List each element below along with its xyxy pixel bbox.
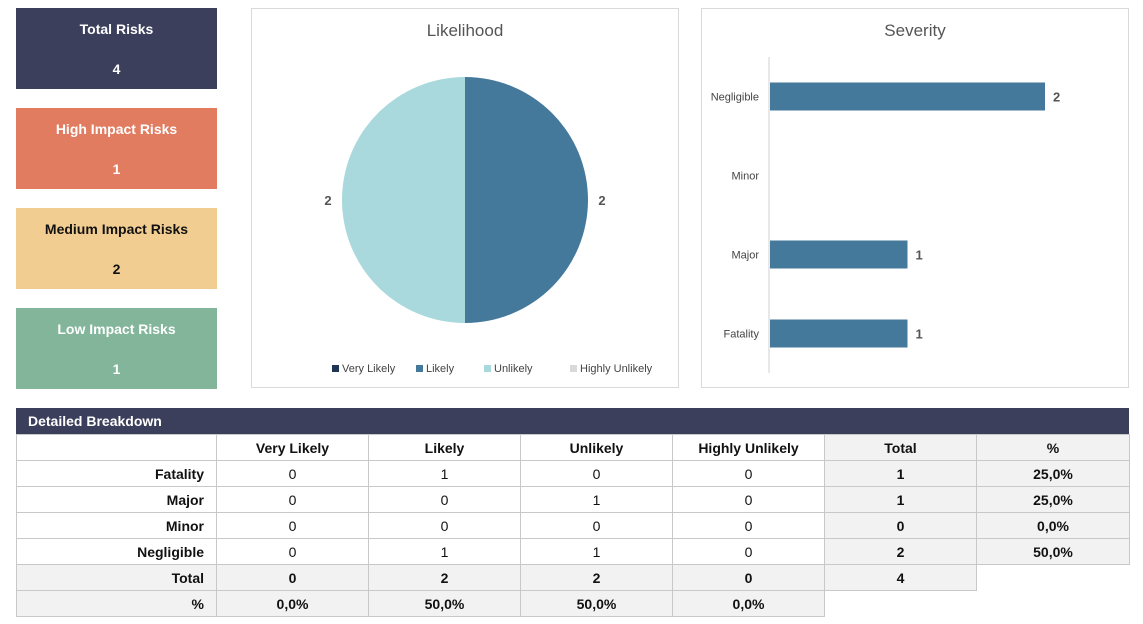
low-impact-risks-value: 1: [112, 361, 121, 377]
total-cell: 2: [368, 564, 521, 591]
breakdown-title: Detailed Breakdown: [16, 408, 1129, 434]
legend-swatch-likely: [416, 365, 423, 372]
high-impact-risks-label: High Impact Risks: [55, 121, 178, 137]
high-impact-risks-card: High Impact Risks 1: [16, 108, 217, 189]
high-impact-risks-value: 1: [112, 161, 121, 177]
total-risks-label: Total Risks: [79, 21, 154, 37]
legend-label-very-likely[interactable]: Very Likely: [342, 363, 396, 375]
row-label-minor: Minor: [16, 512, 217, 539]
total-row: Total 0 2 2 0 4: [16, 564, 1130, 591]
pie-data-label-unlikely: 2: [324, 193, 331, 208]
column-header-very-likely: Very Likely: [216, 434, 369, 461]
row-total-cell: 1: [824, 460, 977, 487]
legend-label-likely[interactable]: Likely: [426, 363, 455, 375]
column-header-total: Total: [824, 434, 977, 461]
table-cell: 0: [368, 512, 521, 539]
breakdown-header-row: Very Likely Likely Unlikely Highly Unlikely…: [16, 434, 1130, 461]
row-label-fatality: Fatality: [16, 460, 217, 487]
table-cell: 1: [368, 538, 521, 565]
breakdown-table: Very Likely Likely Unlikely Highly Unlikely…: [16, 434, 1130, 617]
legend-label-unlikely[interactable]: Unlikely: [494, 363, 533, 375]
table-cell: 0: [520, 512, 673, 539]
total-cell: 2: [520, 564, 673, 591]
column-header-unlikely: Unlikely: [520, 434, 673, 461]
row-label-major: Major: [16, 486, 217, 513]
severity-data-label-fatality: 1: [916, 327, 923, 342]
table-row: Major 0 0 1 0 1 25,0%: [16, 486, 1130, 513]
grand-total-cell: 4: [824, 564, 977, 591]
low-impact-risks-card: Low Impact Risks 1: [16, 308, 217, 389]
low-impact-risks-label: Low Impact Risks: [57, 321, 176, 337]
table-cell: 0: [216, 486, 369, 513]
medium-impact-risks-label: Medium Impact Risks: [44, 221, 189, 237]
table-cell: 0: [672, 538, 825, 565]
severity-tick-fatality: Fatality: [724, 329, 760, 341]
row-total-cell: 1: [824, 486, 977, 513]
percent-cell: 0,0%: [672, 590, 825, 617]
table-row: Fatality 0 1 0 0 1 25,0%: [16, 460, 1130, 487]
table-cell: 0: [520, 460, 673, 487]
row-percent-cell: 25,0%: [976, 486, 1130, 513]
severity-tick-major: Major: [731, 250, 759, 262]
severity-bar-major[interactable]: [770, 240, 908, 269]
severity-tick-negligible: Negligible: [711, 92, 759, 104]
pie-slice-likely[interactable]: [465, 77, 588, 323]
empty-cell: [977, 565, 1130, 591]
legend-swatch-unlikely: [484, 365, 491, 372]
severity-chart[interactable]: Severity Negligible 2 Minor Major 1 Fatality 1: [701, 8, 1129, 388]
likelihood-chart[interactable]: Likelihood 2 2 Very Likely Likely Unlikely H…: [251, 8, 679, 388]
row-percent-cell: 25,0%: [976, 460, 1130, 487]
pie-data-label-likely: 2: [598, 193, 605, 208]
total-cell: 0: [216, 564, 369, 591]
legend-label-highly-unlikely[interactable]: Highly Unlikely: [580, 363, 653, 375]
header-corner-cell: [16, 434, 217, 461]
percent-cell: 50,0%: [368, 590, 521, 617]
severity-tick-minor: Minor: [731, 171, 759, 183]
row-total-cell: 2: [824, 538, 977, 565]
percent-cell: 50,0%: [520, 590, 673, 617]
severity-bar-negligible[interactable]: [770, 82, 1045, 111]
legend-swatch-very-likely: [332, 365, 339, 372]
medium-impact-risks-card: Medium Impact Risks 2: [16, 208, 217, 289]
table-cell: 0: [216, 512, 369, 539]
severity-data-label-major: 1: [916, 248, 923, 263]
column-header-likely: Likely: [368, 434, 521, 461]
likelihood-chart-title: Likelihood: [427, 21, 504, 40]
table-cell: 0: [368, 486, 521, 513]
table-cell: 0: [216, 460, 369, 487]
row-percent-cell: 50,0%: [976, 538, 1130, 565]
row-total-cell: 0: [824, 512, 977, 539]
table-cell: 1: [368, 460, 521, 487]
severity-bar-fatality[interactable]: [770, 319, 908, 348]
row-percent-cell: 0,0%: [976, 512, 1130, 539]
total-cell: 0: [672, 564, 825, 591]
total-risks-card: Total Risks 4: [16, 8, 217, 89]
empty-cell: [825, 591, 977, 617]
total-risks-value: 4: [112, 61, 121, 77]
column-header-percent: %: [976, 434, 1130, 461]
table-cell: 0: [672, 486, 825, 513]
total-row-label: Total: [16, 564, 217, 591]
percent-cell: 0,0%: [216, 590, 369, 617]
severity-data-label-negligible: 2: [1053, 90, 1060, 105]
legend-swatch-highly-unlikely: [570, 365, 577, 372]
medium-impact-risks-value: 2: [112, 261, 121, 277]
percent-row: % 0,0% 50,0% 50,0% 0,0%: [16, 590, 1130, 617]
table-cell: 0: [672, 460, 825, 487]
table-cell: 0: [672, 512, 825, 539]
table-cell: 1: [520, 486, 673, 513]
row-label-negligible: Negligible: [16, 538, 217, 565]
likelihood-chart-svg: Likelihood 2 2 Very Likely Likely Unlikely H…: [324, 21, 653, 375]
severity-chart-svg: Severity Negligible 2 Minor Major 1 Fatality 1: [711, 21, 1060, 373]
table-row: Minor 0 0 0 0 0 0,0%: [16, 512, 1130, 539]
severity-chart-title: Severity: [884, 21, 946, 40]
percent-row-label: %: [16, 590, 217, 617]
pie-slice-unlikely[interactable]: [342, 77, 465, 323]
table-cell: 1: [520, 538, 673, 565]
column-header-highly-unlikely: Highly Unlikely: [672, 434, 825, 461]
detailed-breakdown: Detailed Breakdown Very Likely Likely Unli…: [16, 408, 1130, 617]
table-row: Negligible 0 1 1 0 2 50,0%: [16, 538, 1130, 565]
table-cell: 0: [216, 538, 369, 565]
empty-cell: [977, 591, 1130, 617]
